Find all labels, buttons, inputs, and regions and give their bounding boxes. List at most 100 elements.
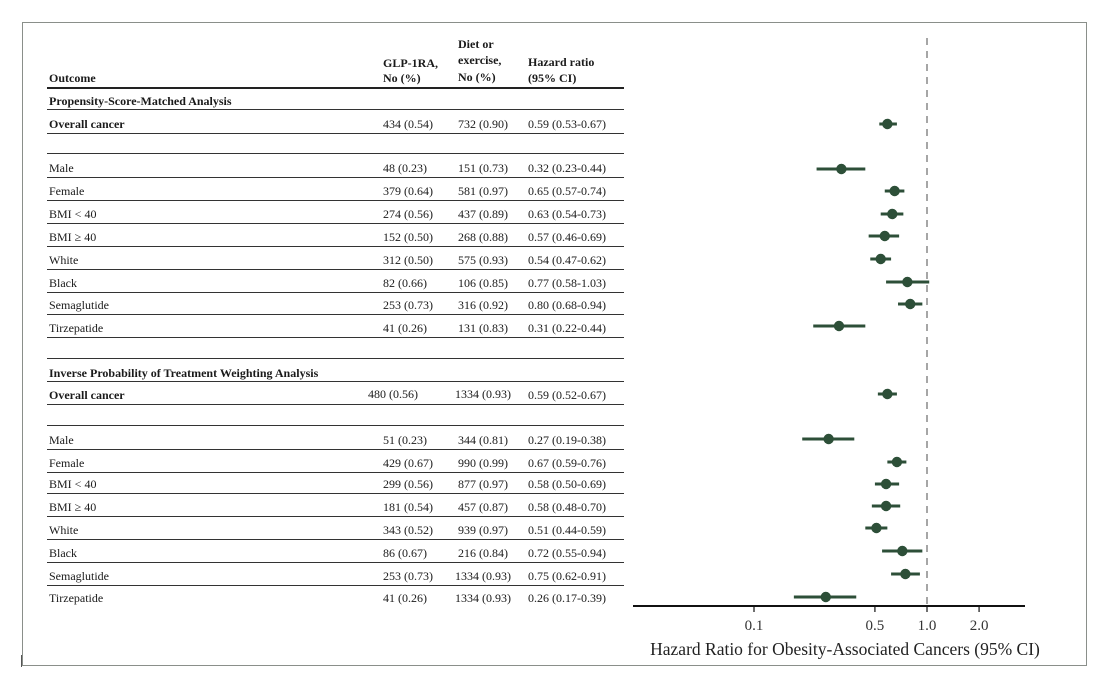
- row-rule: [47, 223, 624, 224]
- row-diet: 131 (0.83): [458, 321, 508, 335]
- row-rule: [47, 177, 624, 178]
- section-title-psm: Propensity-Score-Matched Analysis: [49, 94, 232, 108]
- row-diet: 939 (0.97): [458, 523, 508, 537]
- row-label: Semaglutide: [49, 569, 109, 583]
- header-glp-line2: No (%): [383, 71, 421, 85]
- row-hr: 0.65 (0.57-0.74): [528, 184, 606, 198]
- row-label: Black: [49, 276, 77, 290]
- row-glp: 299 (0.56): [383, 477, 433, 491]
- x-axis-label: Hazard Ratio for Obesity-Associated Canc…: [650, 639, 1040, 659]
- row-hr: 0.26 (0.17-0.39): [528, 591, 606, 605]
- row-hr: 0.58 (0.48-0.70): [528, 500, 606, 514]
- row-label: White: [49, 523, 79, 537]
- row-label: Tirzepatide: [49, 321, 104, 335]
- row-glp: 253 (0.73): [383, 298, 433, 312]
- row-diet: 216 (0.84): [458, 546, 508, 560]
- row-label: Tirzepatide: [49, 591, 104, 605]
- hr-point: [900, 568, 911, 580]
- row-rule: [47, 516, 624, 517]
- row-glp: 41 (0.26): [383, 321, 427, 335]
- frame-corner-tick: [21, 655, 22, 667]
- row-rule: [47, 449, 624, 450]
- header-outcome: Outcome: [49, 71, 96, 85]
- row-diet: 1334 (0.93): [455, 569, 511, 583]
- row-diet: 1334 (0.93): [455, 591, 511, 605]
- row-hr: 0.27 (0.19-0.38): [528, 433, 606, 447]
- row-label: Semaglutide: [49, 298, 109, 312]
- hr-point: [897, 545, 908, 557]
- row-label: Overall cancer: [49, 388, 125, 402]
- row-hr: 0.63 (0.54-0.73): [528, 207, 606, 221]
- hr-point: [879, 230, 890, 242]
- row-hr: 0.59 (0.53-0.67): [528, 117, 606, 131]
- header-diet-line2: exercise,: [458, 53, 502, 67]
- header-diet-line3: No (%): [458, 70, 496, 84]
- row-rule: [47, 562, 624, 563]
- row-glp: 51 (0.23): [383, 433, 427, 447]
- hr-point: [887, 208, 898, 220]
- row-glp: 480 (0.56): [368, 387, 418, 401]
- row-rule: [47, 200, 624, 201]
- row-glp: 312 (0.50): [383, 253, 433, 267]
- row-glp: 253 (0.73): [383, 569, 433, 583]
- row-rule: [47, 472, 624, 473]
- row-hr: 0.57 (0.46-0.69): [528, 230, 606, 244]
- hr-point: [902, 276, 913, 288]
- header-diet-line1: Diet or: [458, 37, 494, 51]
- row-hr: 0.54 (0.47-0.62): [528, 253, 606, 267]
- row-glp: 86 (0.67): [383, 546, 427, 560]
- row-diet: 344 (0.81): [458, 433, 508, 447]
- x-tick-label: 2.0: [970, 618, 989, 634]
- row-rule: [47, 292, 624, 293]
- row-hr: 0.75 (0.62-0.91): [528, 569, 606, 583]
- header-hr-line2: (95% CI): [528, 71, 577, 85]
- row-diet: 990 (0.99): [458, 456, 508, 470]
- row-rule: [47, 358, 624, 359]
- hr-point: [871, 522, 882, 534]
- row-glp: 181 (0.54): [383, 500, 433, 514]
- hr-point: [880, 500, 892, 512]
- row-hr: 0.31 (0.22-0.44): [528, 321, 606, 335]
- row-diet: 581 (0.97): [458, 184, 508, 198]
- hr-point: [882, 388, 893, 400]
- row-rule: [47, 269, 624, 270]
- row-diet: 1334 (0.93): [455, 387, 511, 401]
- row-hr: 0.51 (0.44-0.59): [528, 523, 606, 537]
- row-hr: 0.67 (0.59-0.76): [528, 456, 606, 470]
- row-rule: [47, 493, 624, 494]
- hr-point: [836, 163, 847, 175]
- header-rule: [47, 87, 624, 89]
- row-rule: [47, 246, 624, 247]
- row-rule: [47, 337, 624, 338]
- row-rule: [47, 585, 624, 586]
- row-label: Female: [49, 456, 85, 470]
- row-glp: 379 (0.64): [383, 184, 433, 198]
- row-label: Male: [49, 161, 74, 175]
- row-hr: 0.32 (0.23-0.44): [528, 161, 606, 175]
- row-glp: 429 (0.67): [383, 456, 433, 470]
- header-hr-line1: Hazard ratio: [528, 55, 595, 69]
- row-rule: [47, 133, 624, 134]
- row-hr: 0.58 (0.50-0.69): [528, 477, 606, 491]
- row-label: BMI ≥ 40: [49, 230, 97, 244]
- hr-point: [889, 185, 900, 197]
- row-label: BMI ≥ 40: [49, 500, 97, 514]
- row-glp: 48 (0.23): [383, 161, 427, 175]
- row-diet: 316 (0.92): [458, 298, 508, 312]
- row-label: BMI < 40: [49, 477, 97, 491]
- figure-frame: [22, 22, 1087, 666]
- row-diet: 437 (0.89): [458, 207, 508, 221]
- hr-point: [833, 320, 845, 332]
- row-diet: 106 (0.85): [458, 276, 508, 290]
- row-rule: [47, 404, 624, 405]
- x-tick-label: 0.5: [866, 618, 885, 634]
- row-label: Overall cancer: [49, 117, 125, 131]
- row-rule: [47, 153, 624, 154]
- x-tick-label: 0.1: [745, 618, 764, 634]
- row-hr: 0.72 (0.55-0.94): [528, 546, 606, 560]
- row-glp: 434 (0.54): [383, 117, 433, 131]
- row-glp: 274 (0.56): [383, 207, 433, 221]
- row-diet: 268 (0.88): [458, 230, 508, 244]
- header-glp-line1: GLP-1RA,: [383, 56, 438, 70]
